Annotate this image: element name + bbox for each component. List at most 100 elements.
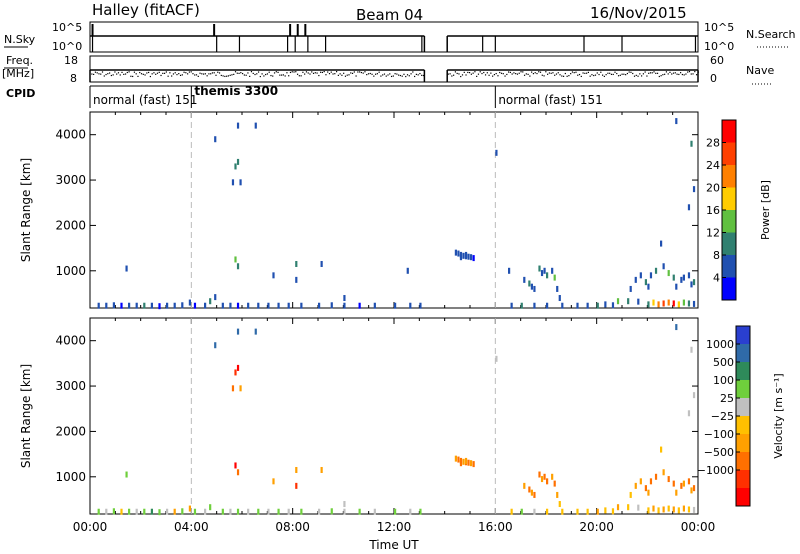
data-cell xyxy=(236,302,240,309)
nave-dot xyxy=(350,72,352,74)
nave-dot xyxy=(575,71,577,73)
nave-dot xyxy=(453,74,455,76)
data-cell xyxy=(596,508,599,515)
nave-dot xyxy=(566,75,568,77)
nave-dot xyxy=(637,75,639,77)
data-cell xyxy=(690,281,693,288)
nave-dot xyxy=(277,71,279,73)
nave-dot xyxy=(93,73,95,76)
nave-dot xyxy=(601,74,604,76)
nave-dot xyxy=(94,71,97,73)
nave-dot xyxy=(211,72,214,74)
data-cell xyxy=(105,508,108,515)
data-cell xyxy=(236,469,240,476)
data-cell xyxy=(358,508,361,515)
data-cell xyxy=(543,473,546,480)
data-cell xyxy=(556,491,559,498)
nave-dot xyxy=(339,73,341,75)
y-tick-label: 2000 xyxy=(55,218,86,232)
nave-dot xyxy=(302,71,304,73)
colorbar-tick-label: 12 xyxy=(706,227,720,240)
data-cell xyxy=(467,253,470,260)
nave-dot xyxy=(376,73,378,75)
nave-dot xyxy=(190,71,192,73)
nave-dot xyxy=(557,72,559,74)
nave-dot xyxy=(321,71,323,74)
nave-dot xyxy=(234,71,237,73)
data-cell xyxy=(546,302,549,309)
data-cell xyxy=(546,508,549,515)
nave-dot xyxy=(364,71,366,73)
data-cell xyxy=(343,501,346,508)
nave-dot xyxy=(614,71,616,73)
nave-dot xyxy=(282,74,284,76)
data-cell xyxy=(533,491,536,498)
data-cell xyxy=(596,302,599,309)
data-cell xyxy=(675,283,678,290)
nave-dot xyxy=(632,72,634,75)
nave-dot xyxy=(389,73,391,75)
data-cell xyxy=(236,263,240,270)
nave-dot xyxy=(116,73,118,75)
nave-dot xyxy=(578,73,581,76)
nave-dot xyxy=(201,73,203,75)
nave-dot xyxy=(114,71,116,73)
nave-dot xyxy=(382,74,384,76)
nave-dot xyxy=(522,71,524,73)
nave-dot xyxy=(672,72,675,74)
nave-dot xyxy=(688,71,691,73)
data-cell xyxy=(629,285,632,292)
nave-dot xyxy=(568,75,570,77)
nave-dot xyxy=(259,75,261,78)
nave-dot xyxy=(366,74,368,76)
colorbar-swatch xyxy=(736,344,750,362)
nave-dot xyxy=(362,72,364,74)
nave-dot xyxy=(380,75,382,77)
cpid-segment-label: normal (fast) 151 xyxy=(93,93,197,107)
data-cell xyxy=(510,508,513,515)
data-cell xyxy=(667,270,670,277)
data-cell xyxy=(660,446,663,453)
data-cell xyxy=(300,508,303,515)
colorbar-tick-label: −500 xyxy=(704,446,734,459)
data-cell xyxy=(318,302,321,309)
nave-dot xyxy=(295,71,297,73)
nave-dot xyxy=(135,73,137,75)
nave-dot xyxy=(238,72,240,74)
data-cell xyxy=(394,302,397,309)
nave-dot xyxy=(360,71,363,74)
data-cell xyxy=(649,478,653,485)
nave-dot xyxy=(153,72,155,74)
nave-dot xyxy=(188,71,190,73)
data-cell xyxy=(680,276,683,283)
nave-dot xyxy=(534,72,536,74)
nave-dot xyxy=(623,73,625,75)
data-cell xyxy=(373,508,376,515)
data-cell xyxy=(143,302,146,309)
data-cell xyxy=(520,508,523,515)
data-cell xyxy=(158,303,161,310)
nave-dot xyxy=(348,74,350,76)
data-cell xyxy=(166,302,169,309)
data-cell xyxy=(188,299,191,306)
freq-tick-bottom: 8 xyxy=(70,72,77,85)
data-cell xyxy=(644,485,647,492)
nave-dot xyxy=(582,72,584,74)
nave-dot xyxy=(539,71,542,73)
data-cell xyxy=(181,508,184,515)
data-cell xyxy=(239,385,242,392)
data-cell xyxy=(551,267,554,274)
nave-dot xyxy=(337,74,339,76)
nave-dot xyxy=(210,73,212,75)
beam-title: Beam 04 xyxy=(356,6,423,24)
nave-dot xyxy=(571,71,574,73)
data-cell xyxy=(637,504,640,511)
data-cell xyxy=(234,369,237,376)
data-cell xyxy=(558,501,561,508)
nave-dot xyxy=(406,74,409,76)
nave-dot xyxy=(653,71,655,73)
nave-dot xyxy=(561,75,563,77)
nave-dot xyxy=(335,71,338,73)
data-cell xyxy=(247,302,250,309)
nave-dot xyxy=(289,71,292,74)
